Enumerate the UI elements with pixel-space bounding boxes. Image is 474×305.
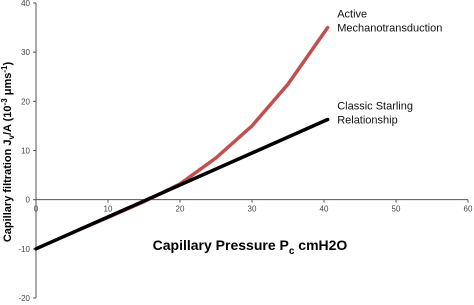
- x-tick-label: 40: [320, 205, 329, 214]
- annotation-line: Mechanotransduction: [337, 23, 442, 35]
- annotation-line: Active: [337, 9, 367, 21]
- x-tick-label: 20: [176, 205, 185, 214]
- y-tick-label: 20: [21, 97, 30, 106]
- y-label-part: ): [2, 62, 14, 66]
- x-label-part: cmH2O: [294, 237, 347, 253]
- y-tick-label: -10: [18, 245, 30, 254]
- y-label-part: v: [7, 134, 16, 139]
- y-label-part: /A (10: [2, 105, 14, 135]
- x-tick-label: 50: [392, 205, 401, 214]
- series-line: [34, 117, 330, 251]
- y-label-part: -1: [0, 65, 9, 73]
- y-label-part: μms: [2, 73, 14, 99]
- annotation-line: Classic Starling: [337, 101, 413, 113]
- x-tick-label: 30: [248, 205, 257, 214]
- annotation: Active Mechanotransduction: [337, 9, 442, 35]
- x-label-part: c: [289, 246, 295, 257]
- x-tick-label: 10: [104, 205, 113, 214]
- annotation: Classic Starling Relationship: [337, 101, 413, 127]
- y-axis-label: Capillary filtration Jv/A (10-3 μms-1): [0, 62, 16, 243]
- annotation-line: Relationship: [337, 115, 398, 127]
- x-label-part: Capillary Pressure P: [153, 237, 289, 253]
- x-tick-label: 60: [464, 205, 473, 214]
- x-axis-label: Capillary Pressure Pc cmH2O: [153, 237, 348, 257]
- y-tick-label: 10: [21, 147, 30, 156]
- y-tick-label: 0: [26, 196, 31, 205]
- y-tick-label: 30: [21, 48, 30, 57]
- y-label-part: -3: [0, 98, 9, 106]
- y-tick-label: 40: [21, 0, 30, 8]
- y-label-part: Capillary filtration J: [2, 139, 14, 242]
- y-tick-label: -20: [18, 294, 30, 303]
- x-tick-label: 0: [34, 205, 39, 214]
